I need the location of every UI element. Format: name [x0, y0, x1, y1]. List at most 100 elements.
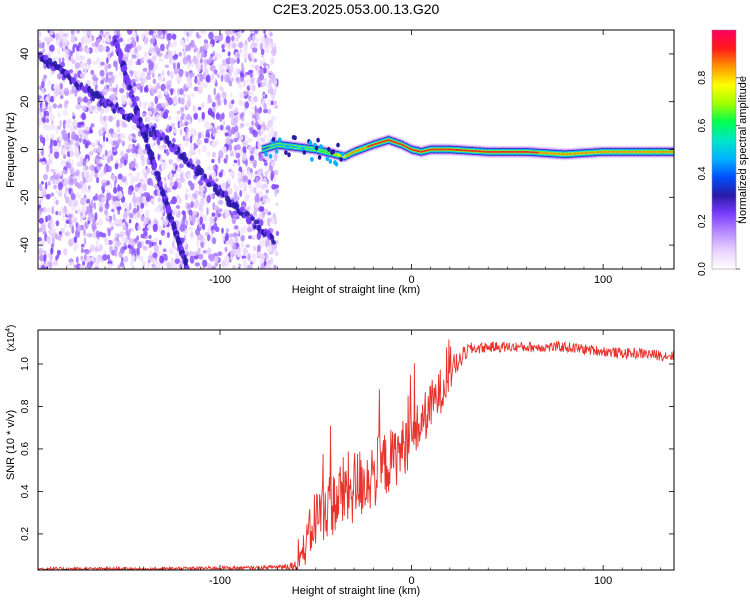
noise-speckle	[119, 261, 125, 268]
noise-speckle	[78, 42, 82, 48]
noise-speckle	[262, 210, 266, 218]
noise-speckle	[65, 263, 70, 268]
noise-speckle	[246, 170, 251, 175]
noise-speckle	[140, 233, 145, 239]
noise-speckle	[63, 141, 69, 147]
noise-speckle	[246, 226, 253, 233]
noise-speckle	[260, 98, 264, 103]
noise-speckle	[115, 241, 122, 247]
noise-speckle	[55, 126, 59, 135]
noise-speckle	[239, 114, 243, 118]
noise-speckle	[128, 248, 132, 254]
noise-speckle	[225, 228, 229, 234]
noise-speckle	[85, 47, 90, 55]
noise-speckle	[127, 37, 132, 44]
noise-speckle	[195, 228, 200, 236]
noise-speckle	[62, 37, 69, 44]
noise-speckle	[142, 67, 148, 72]
noise-speckle	[73, 236, 78, 244]
noise-speckle	[211, 158, 215, 164]
noise-speckle	[250, 106, 255, 111]
noise-speckle	[210, 111, 215, 118]
noise-speckle	[103, 115, 107, 122]
noise-speckle	[265, 252, 269, 260]
noise-speckle	[211, 237, 217, 245]
noise-speckle	[45, 207, 51, 213]
noise-speckle	[87, 216, 92, 222]
noise-speckle	[257, 76, 261, 84]
noise-speckle	[75, 104, 81, 110]
noise-speckle	[134, 175, 140, 183]
noise-speckle	[53, 171, 57, 180]
noise-speckle	[81, 105, 87, 112]
noise-speckle	[79, 264, 84, 269]
noise-speckle	[58, 231, 62, 235]
noise-speckle	[55, 32, 59, 41]
noise-speckle	[153, 218, 157, 225]
noise-speckle	[136, 171, 141, 177]
noise-speckle	[244, 57, 247, 64]
noise-speckle	[205, 129, 210, 138]
noise-speckle	[56, 254, 60, 259]
noise-speckle	[83, 254, 87, 261]
noise-speckle	[153, 32, 157, 37]
noise-speckle	[81, 112, 86, 121]
noise-speckle	[86, 158, 89, 165]
noise-speckle	[55, 199, 59, 206]
noise-speckle	[40, 265, 45, 269]
noise-speckle	[215, 52, 220, 58]
noise-speckle	[105, 137, 109, 143]
noise-speckle	[231, 35, 235, 42]
noise-speckle	[171, 169, 177, 175]
noise-speckle	[228, 168, 232, 173]
noise-speckle	[109, 138, 114, 146]
noise-speckle	[225, 74, 230, 83]
noise-speckle	[238, 101, 244, 107]
noise-speckle	[200, 64, 204, 69]
noise-speckle	[242, 146, 247, 152]
noise-speckle	[217, 251, 223, 256]
noise-speckle	[214, 70, 218, 76]
noise-speckle	[134, 186, 138, 192]
noise-speckle	[65, 45, 69, 50]
noise-speckle	[57, 182, 64, 191]
noise-speckle	[180, 110, 184, 117]
noise-speckle	[169, 177, 174, 182]
noise-speckle	[113, 87, 118, 93]
noise-speckle	[95, 230, 100, 239]
noise-speckle	[255, 176, 259, 183]
noise-speckle	[48, 36, 54, 42]
noise-speckle	[114, 248, 118, 257]
noise-speckle	[252, 130, 258, 138]
noise-speckle	[267, 169, 271, 173]
noise-speckle	[122, 225, 127, 231]
noise-speckle	[212, 56, 216, 61]
noise-speckle	[202, 223, 206, 231]
noise-speckle	[201, 111, 205, 120]
noise-speckle	[252, 47, 258, 53]
noise-speckle	[136, 44, 142, 52]
noise-speckle	[134, 212, 139, 221]
noise-speckle	[214, 35, 220, 41]
noise-speckle	[56, 249, 61, 256]
noise-speckle	[214, 94, 221, 102]
noise-speckle	[229, 233, 233, 238]
noise-speckle	[181, 210, 186, 215]
noise-speckle	[60, 159, 66, 166]
noise-speckle	[216, 209, 220, 215]
noise-speckle	[241, 226, 247, 234]
noise-speckle	[235, 114, 241, 122]
noise-speckle	[244, 184, 247, 192]
noise-speckle	[78, 184, 82, 189]
noise-speckle	[80, 214, 83, 223]
noise-speckle	[49, 141, 53, 148]
noise-speckle	[79, 121, 85, 126]
noise-speckle	[104, 238, 109, 246]
noise-speckle	[75, 209, 78, 214]
noise-speckle	[189, 231, 194, 239]
noise-speckle	[270, 170, 275, 179]
noise-speckle	[70, 212, 75, 220]
noise-speckle	[266, 173, 269, 178]
noise-speckle	[42, 250, 47, 255]
noise-speckle	[89, 202, 94, 207]
